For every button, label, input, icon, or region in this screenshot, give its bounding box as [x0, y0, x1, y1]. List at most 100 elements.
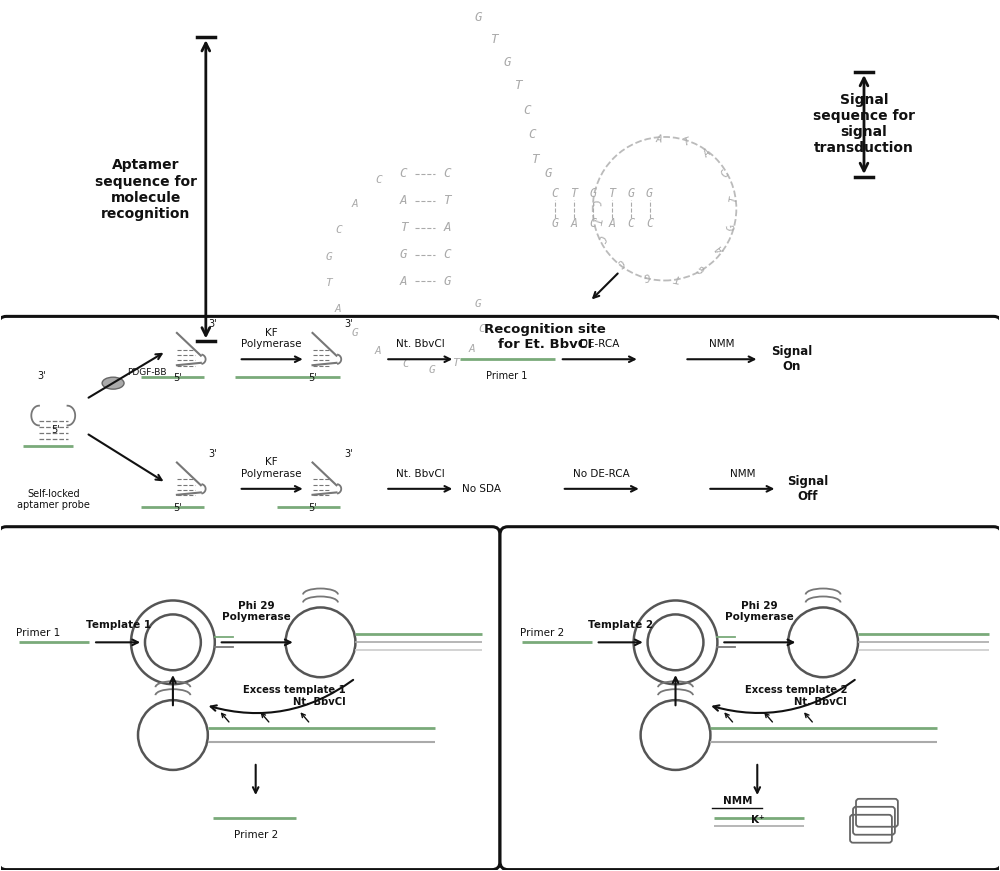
Text: Primer 2: Primer 2 — [234, 830, 278, 840]
Text: Phi 29
Polymerase: Phi 29 Polymerase — [725, 601, 794, 623]
Text: G: G — [589, 187, 596, 200]
FancyBboxPatch shape — [0, 316, 1000, 537]
Text: Aptamer
sequence for
molecule
recognition: Aptamer sequence for molecule recognitio… — [95, 159, 197, 221]
Text: Excess template 2
Nt. BbvCI: Excess template 2 Nt. BbvCI — [745, 685, 847, 706]
Text: T: T — [590, 217, 601, 225]
Text: Template 2: Template 2 — [588, 620, 653, 631]
Text: A: A — [375, 347, 382, 356]
Text: C: C — [335, 225, 342, 234]
Text: G: G — [726, 222, 738, 231]
Text: NMM: NMM — [730, 469, 755, 479]
Text: 5': 5' — [309, 503, 317, 513]
Text: DE-RCA: DE-RCA — [580, 340, 619, 349]
Text: G: G — [429, 365, 436, 375]
Text: C: C — [443, 248, 451, 261]
Text: C: C — [627, 217, 634, 230]
Text: G: G — [503, 56, 511, 69]
Text: Primer 1: Primer 1 — [486, 371, 528, 381]
Text: A: A — [400, 275, 407, 288]
Text: T: T — [490, 33, 498, 46]
Text: Excess template 1
Nt. BbvCI: Excess template 1 Nt. BbvCI — [243, 685, 345, 706]
Text: C: C — [646, 217, 653, 230]
Text: A: A — [655, 134, 662, 145]
Text: T: T — [608, 187, 615, 200]
Text: G: G — [642, 271, 651, 281]
FancyBboxPatch shape — [500, 527, 1000, 869]
Text: NMM: NMM — [723, 796, 752, 806]
Text: T: T — [452, 358, 459, 368]
Text: NMM: NMM — [709, 340, 734, 349]
Text: C: C — [402, 359, 409, 369]
Ellipse shape — [102, 377, 124, 389]
Text: C: C — [614, 256, 625, 268]
Text: G: G — [325, 252, 332, 261]
Text: 5': 5' — [173, 503, 182, 513]
Text: 3': 3' — [209, 449, 217, 459]
Text: C: C — [528, 128, 536, 141]
Text: T: T — [673, 272, 681, 283]
Text: A: A — [702, 148, 713, 159]
Text: 3': 3' — [209, 320, 217, 329]
Text: Nt. BbvCI: Nt. BbvCI — [396, 469, 445, 479]
Text: T: T — [443, 194, 451, 207]
Text: A: A — [716, 243, 728, 254]
Text: Recognition site
for Et. BbvCI: Recognition site for Et. BbvCI — [484, 323, 606, 351]
Text: G: G — [352, 328, 359, 338]
Text: PDGF-BB: PDGF-BB — [127, 368, 167, 377]
Text: C: C — [719, 169, 731, 179]
Text: T: T — [728, 195, 739, 203]
Text: C: C — [595, 233, 607, 243]
Text: T: T — [682, 137, 691, 148]
Text: A: A — [608, 217, 615, 230]
Text: C: C — [551, 187, 558, 200]
Text: A: A — [443, 221, 451, 234]
Text: Signal
On: Signal On — [771, 345, 812, 374]
Text: T: T — [531, 153, 539, 166]
Text: C: C — [375, 175, 382, 185]
Text: G: G — [627, 187, 634, 200]
Text: T: T — [400, 221, 407, 234]
Text: 3': 3' — [37, 371, 46, 381]
Text: 5': 5' — [309, 373, 317, 383]
Text: C: C — [479, 324, 485, 334]
Text: Signal
sequence for
signal
transduction: Signal sequence for signal transduction — [813, 92, 915, 155]
Text: 5': 5' — [173, 373, 182, 383]
Text: C: C — [589, 217, 596, 230]
Text: No SDA: No SDA — [462, 483, 501, 494]
Text: 3': 3' — [344, 449, 353, 459]
Text: C: C — [400, 167, 407, 180]
Text: G: G — [474, 10, 482, 24]
Text: K⁺: K⁺ — [751, 814, 764, 825]
Text: Signal
Off: Signal Off — [787, 475, 828, 503]
Text: KF
Polymerase: KF Polymerase — [241, 327, 302, 349]
Text: A: A — [570, 217, 577, 230]
Text: Primer 2: Primer 2 — [520, 628, 564, 638]
FancyBboxPatch shape — [0, 527, 500, 869]
Text: Template 1: Template 1 — [86, 620, 151, 631]
Text: 3': 3' — [344, 320, 353, 329]
Text: T: T — [570, 187, 577, 200]
Text: 5': 5' — [51, 425, 60, 435]
Text: T: T — [325, 279, 332, 288]
Text: G: G — [544, 167, 552, 180]
Text: G: G — [443, 275, 451, 288]
Text: C: C — [590, 199, 600, 206]
Text: Phi 29
Polymerase: Phi 29 Polymerase — [222, 601, 291, 623]
Text: G: G — [696, 262, 707, 273]
Text: G: G — [551, 217, 558, 230]
Text: Self-locked
aptamer probe: Self-locked aptamer probe — [17, 489, 90, 510]
Text: No DE-RCA: No DE-RCA — [573, 469, 630, 479]
Text: A: A — [352, 199, 359, 209]
Text: G: G — [400, 248, 407, 261]
Text: C: C — [523, 104, 531, 117]
Text: A: A — [400, 194, 407, 207]
Text: C: C — [443, 167, 451, 180]
Text: A: A — [335, 304, 342, 314]
Text: Nt. BbvCI: Nt. BbvCI — [396, 340, 445, 349]
Text: G: G — [475, 300, 481, 309]
Text: G: G — [646, 187, 653, 200]
Text: Primer 1: Primer 1 — [16, 628, 61, 638]
Text: KF
Polymerase: KF Polymerase — [241, 457, 302, 479]
Text: A: A — [469, 344, 475, 354]
Text: T: T — [514, 78, 522, 91]
